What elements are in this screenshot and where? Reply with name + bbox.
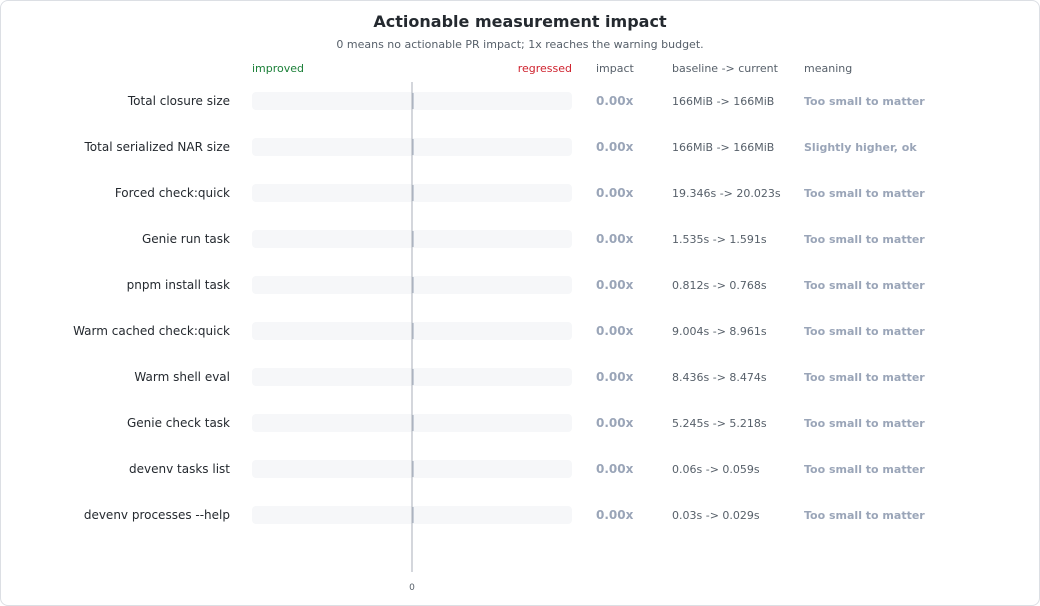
meaning-value: Too small to matter <box>804 417 925 430</box>
category-label: Forced check:quick <box>115 186 230 200</box>
impact-value: 0.00x <box>596 508 634 522</box>
impact-bar <box>412 277 414 293</box>
meaning-value: Slightly higher, ok <box>804 141 917 154</box>
baseline-current-value: 1.535s -> 1.591s <box>672 233 767 246</box>
improved-axis-label: improved <box>252 62 305 75</box>
category-label: Warm cached check:quick <box>73 324 230 338</box>
category-label: Warm shell eval <box>134 370 230 384</box>
impact-bar <box>412 369 414 385</box>
category-label: Genie run task <box>142 232 230 246</box>
regressed-axis-label: regressed <box>517 62 572 75</box>
impact-bar <box>412 323 414 339</box>
impact-value: 0.00x <box>596 94 634 108</box>
impact-value: 0.00x <box>596 186 634 200</box>
impact-bar <box>412 415 414 431</box>
zero-tick-label: 0 <box>409 583 415 593</box>
impact-value: 0.00x <box>596 140 634 154</box>
category-label: devenv tasks list <box>129 462 230 476</box>
impact-value: 0.00x <box>596 324 634 338</box>
meaning-value: Too small to matter <box>804 279 925 292</box>
baseline-current-value: 166MiB -> 166MiB <box>672 95 774 108</box>
impact-value: 0.00x <box>596 370 634 384</box>
meaning-value: Too small to matter <box>804 187 925 200</box>
meaning-value: Too small to matter <box>804 95 925 108</box>
chart-subtitle: 0 means no actionable PR impact; 1x reac… <box>336 38 704 51</box>
baseline-current-value: 166MiB -> 166MiB <box>672 141 774 154</box>
baseline-current-value: 0.03s -> 0.029s <box>672 509 760 522</box>
category-label: pnpm install task <box>127 278 230 292</box>
meaning-value: Too small to matter <box>804 325 925 338</box>
impact-bar <box>412 93 414 109</box>
meaning-value: Too small to matter <box>804 233 925 246</box>
baseline-current-value: 9.004s -> 8.961s <box>672 325 767 338</box>
meaning-value: Too small to matter <box>804 463 925 476</box>
baseline-current-value: 19.346s -> 20.023s <box>672 187 781 200</box>
category-label: devenv processes --help <box>84 508 230 522</box>
baseline-current-value: 0.06s -> 0.059s <box>672 463 760 476</box>
chart-title: Actionable measurement impact <box>373 12 667 31</box>
impact-value: 0.00x <box>596 416 634 430</box>
baseline-current-value: 0.812s -> 0.768s <box>672 279 767 292</box>
meaning-column-header: meaning <box>804 62 853 75</box>
impact-value: 0.00x <box>596 232 634 246</box>
impact-bar <box>412 461 414 477</box>
impact-bar <box>412 185 414 201</box>
baseline-current-value: 8.436s -> 8.474s <box>672 371 767 384</box>
category-label: Total serialized NAR size <box>84 140 230 154</box>
baseline-current-value: 5.245s -> 5.218s <box>672 417 767 430</box>
impact-column-header: impact <box>596 62 634 75</box>
category-label: Genie check task <box>127 416 230 430</box>
category-label: Total closure size <box>127 94 230 108</box>
baseline-column-header: baseline -> current <box>672 62 778 75</box>
impact-bar <box>412 139 414 155</box>
impact-bar <box>412 507 414 523</box>
impact-value: 0.00x <box>596 462 634 476</box>
meaning-value: Too small to matter <box>804 371 925 384</box>
meaning-value: Too small to matter <box>804 509 925 522</box>
impact-bar <box>412 231 414 247</box>
impact-value: 0.00x <box>596 278 634 292</box>
